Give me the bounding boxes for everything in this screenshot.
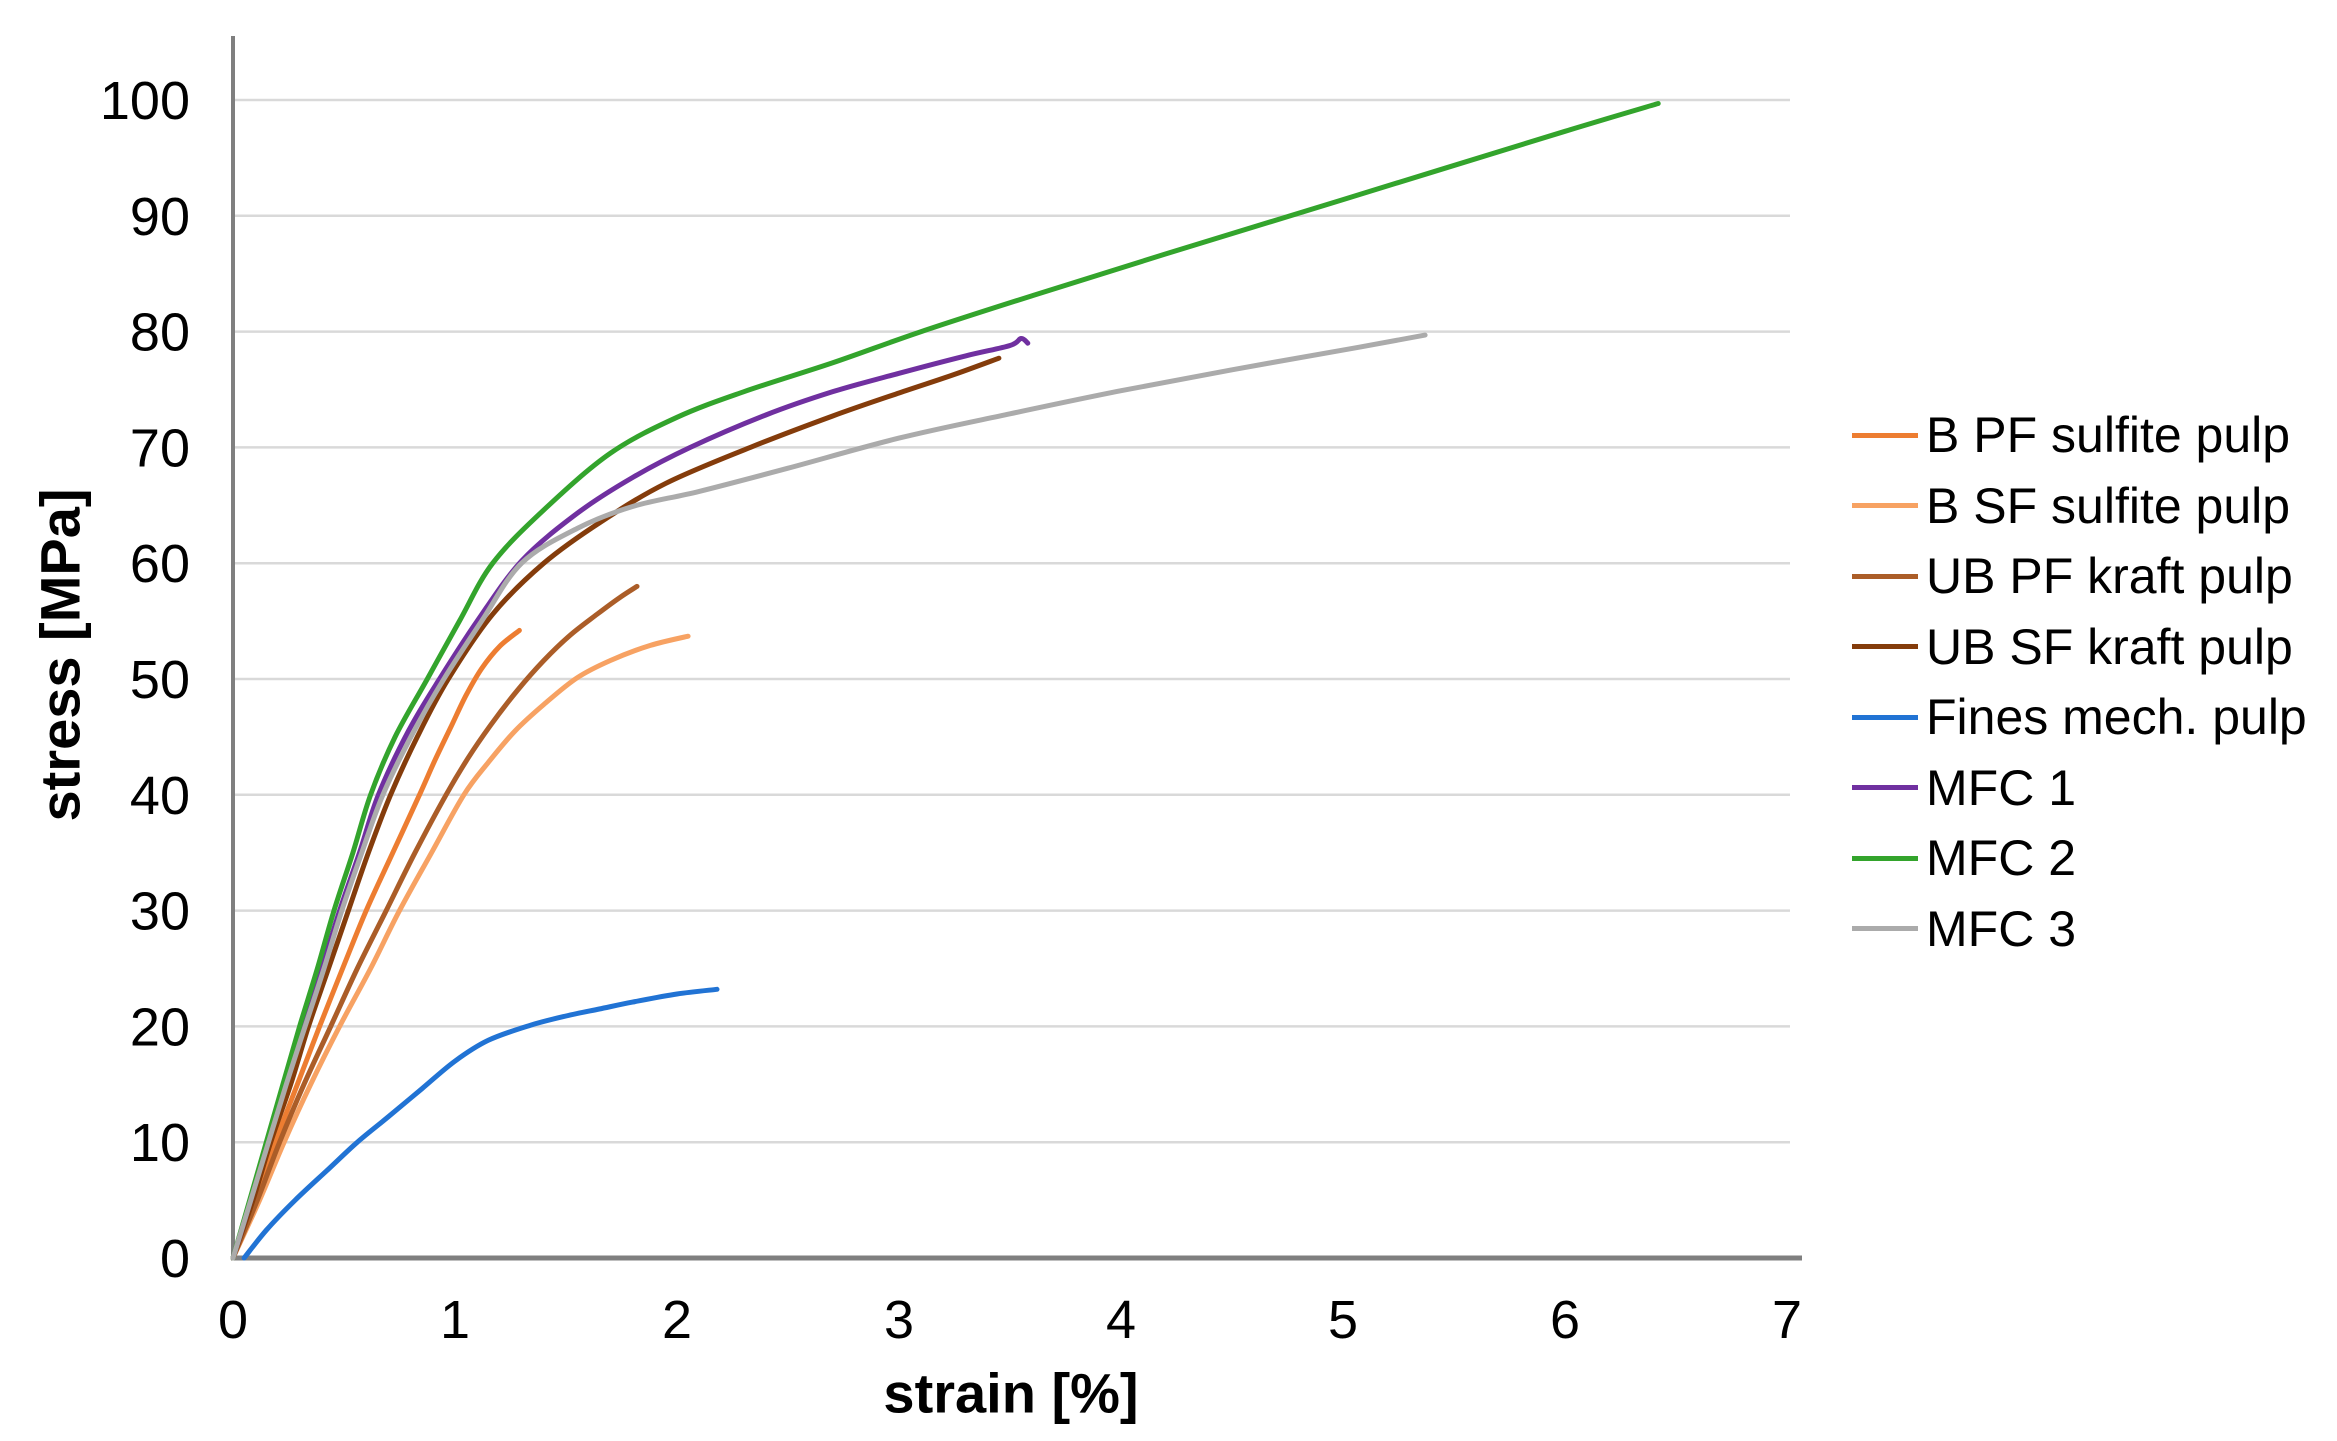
- legend-label: UB SF kraft pulp: [1926, 618, 2293, 675]
- legend-swatch: [1852, 785, 1918, 791]
- legend-swatch: [1852, 644, 1918, 650]
- y-tick-label: 0: [160, 1229, 190, 1289]
- legend-label: B SF sulfite pulp: [1926, 477, 2291, 534]
- legend-item: UB PF kraft pulp: [1852, 541, 2307, 612]
- x-tick-label: 0: [218, 1290, 248, 1350]
- x-tick-label: 7: [1772, 1290, 1802, 1350]
- legend-item: B SF sulfite pulp: [1852, 471, 2307, 542]
- series-line-mfc-2: [230, 101, 1661, 1261]
- y-tick-label: 40: [130, 766, 190, 826]
- series-line-ub-pf-kraft-pulp: [230, 583, 640, 1261]
- legend-label: MFC 1: [1926, 759, 2076, 816]
- x-tick-label: 6: [1550, 1290, 1580, 1350]
- y-tick-label: 70: [130, 418, 190, 478]
- x-tick-label: 3: [884, 1290, 914, 1350]
- legend-label: UB PF kraft pulp: [1926, 548, 2293, 605]
- legend-swatch: [1852, 432, 1918, 438]
- y-tick-label: 20: [130, 997, 190, 1057]
- legend-label: MFC 3: [1926, 900, 2076, 957]
- y-tick-label: 80: [130, 303, 190, 363]
- series-line-mfc-3: [230, 332, 1428, 1261]
- series-line-mfc-1: [230, 336, 1031, 1261]
- legend-item: UB SF kraft pulp: [1852, 612, 2307, 683]
- legend-label: Fines mech. pulp: [1926, 689, 2307, 746]
- legend-swatch: [1852, 855, 1918, 861]
- y-tick-label: 50: [130, 650, 190, 710]
- legend-item: MFC 1: [1852, 753, 2307, 824]
- series-line-b-sf-sulfite-pulp: [230, 633, 691, 1261]
- y-tick-label: 100: [100, 71, 190, 131]
- legend-item: MFC 3: [1852, 894, 2307, 965]
- legend-item: Fines mech. pulp: [1852, 682, 2307, 753]
- legend-label: B PF sulfite pulp: [1926, 407, 2291, 464]
- legend-swatch: [1852, 714, 1918, 720]
- x-tick-label: 1: [440, 1290, 470, 1350]
- x-tick-label: 2: [662, 1290, 692, 1350]
- legend: B PF sulfite pulp B SF sulfite pulp UB P…: [1852, 400, 2307, 964]
- x-tick-label: 5: [1328, 1290, 1358, 1350]
- y-axis-title: stress [MPa]: [28, 488, 92, 822]
- y-tick-label: 30: [130, 882, 190, 942]
- x-axis-title: strain [%]: [883, 1361, 1139, 1425]
- legend-swatch: [1852, 503, 1918, 509]
- series-line-fines-mech-pulp: [241, 986, 720, 1261]
- series-line-ub-sf-kraft-pulp: [230, 355, 1002, 1261]
- y-tick-label: 10: [130, 1113, 190, 1173]
- legend-label: MFC 2: [1926, 830, 2076, 887]
- series-line-b-pf-sulfite-pulp: [230, 627, 522, 1261]
- y-tick-label: 90: [130, 187, 190, 247]
- legend-swatch: [1852, 573, 1918, 579]
- legend-item: MFC 2: [1852, 823, 2307, 894]
- legend-item: B PF sulfite pulp: [1852, 400, 2307, 471]
- x-tick-label: 4: [1106, 1290, 1136, 1350]
- legend-swatch: [1852, 926, 1918, 932]
- y-tick-label: 60: [130, 534, 190, 594]
